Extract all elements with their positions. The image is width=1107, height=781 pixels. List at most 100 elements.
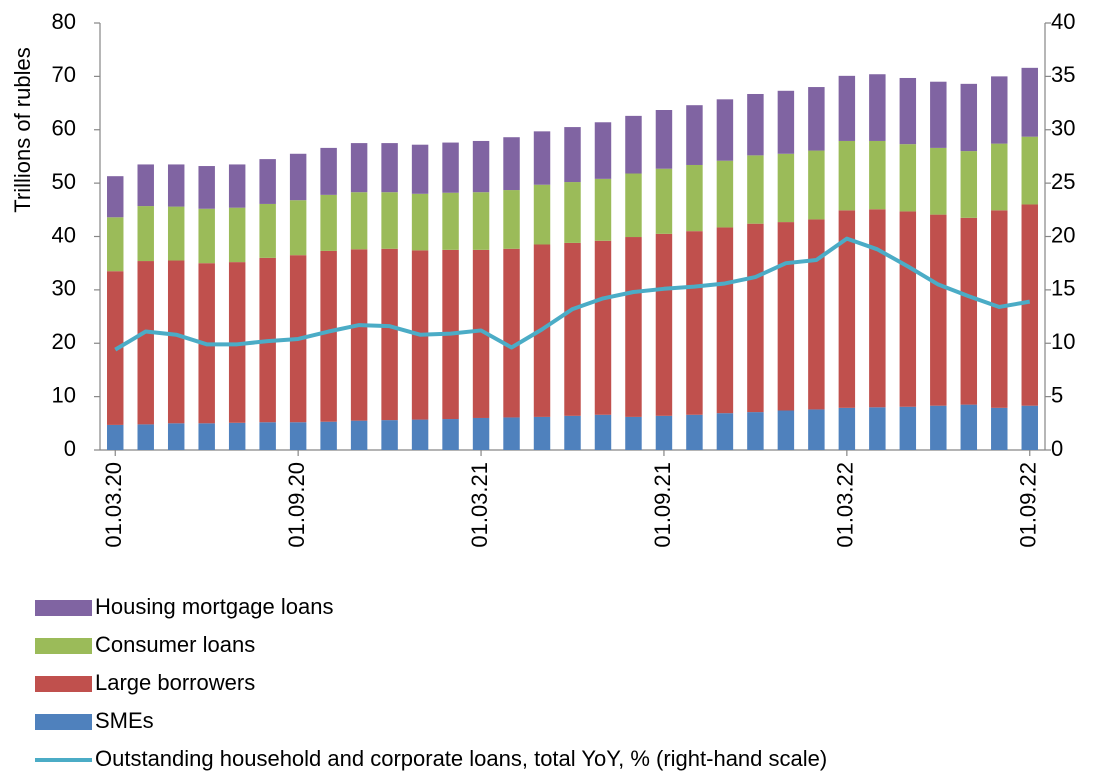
bar-segment — [350, 249, 368, 421]
bar-segment — [533, 131, 551, 185]
bar-segment — [107, 424, 124, 450]
legend-swatch — [35, 600, 92, 616]
bar-segment — [259, 159, 276, 204]
bar-segment — [655, 233, 673, 416]
bar-segment — [808, 409, 825, 450]
bar-segment — [777, 153, 795, 223]
bar-segment — [228, 207, 246, 263]
bar-segment — [564, 242, 581, 416]
bar-segment — [960, 151, 978, 218]
bar-segment — [472, 192, 490, 250]
legend-swatch — [35, 676, 92, 692]
bar-segment — [747, 412, 764, 450]
bar-segment — [899, 406, 917, 450]
bar-segment — [564, 182, 581, 243]
bar-segment — [747, 155, 764, 224]
y-tick-label: 20 — [52, 329, 76, 354]
y-tick-label: 40 — [52, 222, 76, 247]
y2-tick-label: 30 — [1051, 116, 1075, 141]
bar-segment — [503, 137, 520, 191]
bar-segment — [533, 184, 551, 245]
bar-segment — [869, 140, 886, 210]
bar-segment — [228, 422, 246, 450]
bar-segment — [381, 192, 398, 249]
y-tick-label: 70 — [52, 62, 76, 87]
bar-segment — [137, 206, 154, 262]
bar-segment — [716, 160, 734, 228]
bar-segment — [808, 87, 825, 151]
bar-segment — [228, 164, 246, 208]
legend-swatch — [35, 638, 92, 654]
bar-segment — [137, 261, 154, 425]
bar-segment — [503, 190, 520, 249]
bar-segment — [991, 143, 1008, 211]
y2-tick-label: 10 — [1051, 329, 1075, 354]
x-tick-label: 01.03.20 — [101, 462, 126, 548]
legend-label: Outstanding household and corporate loan… — [95, 746, 827, 771]
bar-segment — [869, 407, 886, 450]
legend-label: Consumer loans — [95, 632, 255, 657]
y-tick-label: 0 — [64, 436, 76, 461]
bar-segment — [930, 214, 947, 406]
bar-segment — [259, 422, 276, 450]
x-tick-label: 01.03.21 — [467, 462, 492, 548]
bar-segment — [1021, 136, 1038, 205]
y-tick-label: 30 — [52, 276, 76, 301]
bar-segment — [686, 164, 703, 232]
bar-segment — [808, 150, 825, 220]
bar-segment — [289, 153, 307, 201]
bar-segment — [137, 424, 154, 450]
bar-segment — [411, 419, 429, 450]
bar-segment — [869, 209, 886, 408]
bar-segment — [899, 144, 917, 212]
bar-segment — [777, 90, 795, 154]
bar-segment — [564, 415, 581, 450]
bar-segment — [320, 421, 337, 450]
bar-segment — [503, 417, 520, 450]
x-tick-label: 01.09.22 — [1016, 462, 1041, 548]
bar-segment — [381, 143, 398, 193]
bar-segment — [930, 147, 947, 215]
bar-segment — [564, 127, 581, 183]
bar-segment — [594, 178, 612, 241]
bar-segment — [1021, 204, 1038, 406]
bar-segment — [411, 144, 429, 194]
y2-tick-label: 0 — [1051, 436, 1063, 461]
bar-segment — [472, 417, 490, 450]
bar-segment — [838, 407, 856, 450]
bar-segment — [472, 249, 490, 418]
bar-segment — [167, 260, 185, 424]
bar-segment — [869, 74, 886, 141]
x-tick-label: 01.03.22 — [833, 462, 858, 548]
bar-segment — [320, 194, 337, 251]
bar-segment — [960, 217, 978, 405]
bar-segment — [655, 168, 673, 234]
y2-tick-label: 35 — [1051, 62, 1075, 87]
y2-tick-label: 20 — [1051, 222, 1075, 247]
y-tick-label: 80 — [52, 9, 76, 34]
bar-segment — [411, 193, 429, 251]
bar-segment — [625, 237, 642, 417]
bar-segment — [777, 222, 795, 411]
bar-segment — [716, 99, 734, 161]
y2-tick-label: 15 — [1051, 276, 1075, 301]
bar-segment — [838, 140, 856, 211]
bar-segment — [899, 211, 917, 407]
bar-segment — [991, 210, 1008, 408]
bar-segment — [442, 142, 459, 193]
bar-segment — [838, 210, 856, 408]
legend-label: Large borrowers — [95, 670, 255, 695]
x-tick-label: 01.09.21 — [650, 462, 675, 548]
bar-segment — [350, 143, 368, 193]
bar-segment — [625, 173, 642, 238]
y-tick-label: 60 — [52, 116, 76, 141]
bar-segment — [991, 76, 1008, 144]
bar-segment — [686, 105, 703, 165]
bar-segment — [960, 404, 978, 450]
y2-tick-label: 25 — [1051, 169, 1075, 194]
legend-label: SMEs — [95, 708, 154, 733]
bar-segment — [716, 413, 734, 450]
bar-segment — [625, 115, 642, 174]
bar-segment — [259, 203, 276, 258]
